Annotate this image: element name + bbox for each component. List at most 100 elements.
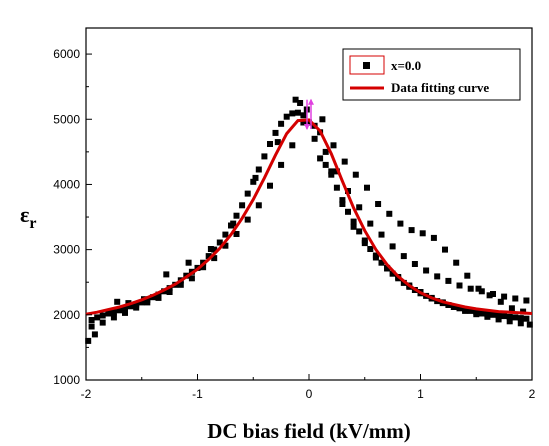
scatter-point xyxy=(322,161,329,168)
arrow-head-up xyxy=(308,98,314,105)
scatter-point xyxy=(473,311,480,318)
scatter-point xyxy=(501,313,508,320)
scatter-point xyxy=(283,113,290,120)
scatter-point xyxy=(261,153,268,160)
scatter-point xyxy=(163,271,170,278)
y-tick-label: 3000 xyxy=(53,243,80,257)
scatter-point xyxy=(445,302,452,308)
scatter-point xyxy=(497,298,504,305)
scatter-point xyxy=(292,96,299,103)
scatter-point xyxy=(462,307,469,314)
scatter-point xyxy=(475,285,482,292)
scatter-point xyxy=(166,289,173,295)
scatter-point xyxy=(200,264,207,271)
legend-marker-frame xyxy=(349,55,385,75)
scatter-point xyxy=(255,202,262,209)
scatter-point xyxy=(88,323,95,330)
scatter-point xyxy=(233,231,240,237)
scatter-point xyxy=(267,141,273,147)
scatter-point xyxy=(272,129,279,136)
scatter-point xyxy=(105,310,112,317)
scatter-point xyxy=(464,272,471,279)
scatter-point xyxy=(205,253,212,260)
scatter-point xyxy=(85,337,92,344)
scatter-point xyxy=(526,321,533,328)
scatter-point xyxy=(207,246,214,252)
scatter-point xyxy=(517,320,524,327)
scatter-point xyxy=(434,273,441,280)
scatter-point xyxy=(512,295,519,302)
axis-ticks: -2 -1 0 1 2 1000 2000 3000 4000 5000 6000 xyxy=(53,47,535,401)
scatter-point xyxy=(456,282,463,289)
scatter-point xyxy=(378,231,385,238)
scatter-point xyxy=(216,239,223,246)
scatter-point xyxy=(386,210,393,217)
scatter-point xyxy=(114,298,121,305)
scatter-point xyxy=(116,307,123,314)
scatter-point xyxy=(389,243,396,250)
scatter-point xyxy=(278,161,285,168)
scatter-point xyxy=(445,277,452,284)
scatter-point xyxy=(333,184,340,191)
scatter-point xyxy=(110,314,117,321)
y-axis-title-main: ε xyxy=(20,202,29,227)
scatter-point xyxy=(233,212,240,219)
scatter-point xyxy=(185,259,192,266)
x-axis-title: DC bias field (kV/mm) xyxy=(207,419,411,443)
scatter-point xyxy=(419,230,426,237)
scatter-point xyxy=(384,264,391,271)
x-tick-label: 0 xyxy=(306,387,313,401)
y-tick-label: 1000 xyxy=(53,373,80,387)
scatter-point xyxy=(352,171,359,178)
scatter-point xyxy=(361,240,368,247)
scatter-point xyxy=(88,317,95,323)
scatter-point xyxy=(356,228,363,235)
scatter-point xyxy=(144,299,151,306)
scatter-point xyxy=(155,291,162,298)
scatter-point xyxy=(339,197,346,204)
y-axis-title: εr xyxy=(20,202,37,232)
scatter-point xyxy=(306,119,312,126)
scatter-point xyxy=(322,148,329,155)
y-tick-label: 6000 xyxy=(53,47,80,61)
scatter-point xyxy=(289,142,296,149)
scatter-point xyxy=(345,208,351,215)
scatter-point xyxy=(523,297,530,304)
peak-arrows xyxy=(304,98,314,131)
scatter-point xyxy=(467,307,474,314)
arrow-head-down xyxy=(304,124,310,131)
scatter-point xyxy=(486,292,493,299)
y-tick-label: 5000 xyxy=(53,112,80,126)
scatter-point xyxy=(372,254,379,261)
scatter-point xyxy=(127,303,134,310)
scatter-point xyxy=(311,135,318,142)
scatter-point xyxy=(506,313,513,320)
legend-label-fit: Data fitting curve xyxy=(391,80,489,95)
scatter-point xyxy=(364,184,370,191)
scatter-point xyxy=(133,301,140,308)
scatter-point xyxy=(467,285,474,292)
scatter-point xyxy=(389,270,396,277)
scatter-point xyxy=(122,305,128,312)
scatter-point xyxy=(490,311,496,318)
scatter-point xyxy=(341,158,348,165)
scatter-point xyxy=(91,331,98,338)
x-tick-label: -1 xyxy=(192,387,203,401)
scatter-point xyxy=(239,202,246,209)
scatter-point xyxy=(456,305,463,312)
scatter-point xyxy=(495,312,502,319)
scatter-point xyxy=(350,223,357,230)
scatter-point xyxy=(319,116,326,123)
scatter-point xyxy=(506,318,513,325)
scatter-point xyxy=(411,261,418,267)
scatter-point xyxy=(490,291,496,297)
scatter-point xyxy=(453,259,460,266)
scatter-point xyxy=(244,190,251,197)
scatter-point xyxy=(423,267,430,274)
scatter-point xyxy=(177,281,184,288)
scatter-point xyxy=(122,309,128,316)
scatter-point xyxy=(501,293,508,300)
scatter-point xyxy=(478,288,485,295)
scatter-point xyxy=(267,182,273,189)
